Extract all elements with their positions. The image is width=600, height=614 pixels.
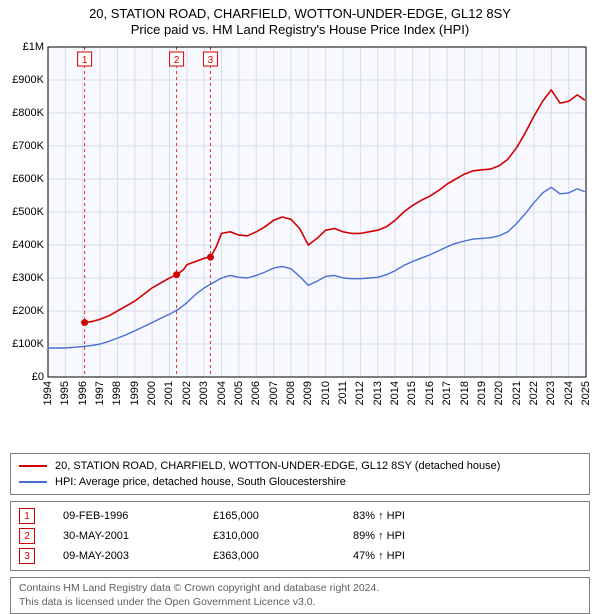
x-tick-label: 2016: [424, 381, 436, 405]
legend-swatch: [19, 465, 47, 467]
x-tick-label: 2001: [163, 381, 175, 405]
x-tick-label: 2020: [493, 381, 505, 405]
x-tick-label: 2006: [250, 381, 262, 405]
x-tick-label: 2012: [354, 381, 366, 405]
chart-plot-region: 1 2 3 £0 £100K £200K £300K £400K £500K £600K £700…: [0, 37, 600, 417]
x-tick-label: 2008: [285, 381, 297, 405]
chart-svg: 1 2 3: [0, 37, 600, 417]
x-tick-label: 2013: [372, 381, 384, 405]
x-tick-label: 2023: [545, 381, 557, 405]
footer-line2: This data is licensed under the Open Gov…: [19, 596, 581, 610]
y-tick-label: £1M: [0, 41, 44, 53]
footer-line1: Contains HM Land Registry data © Crown c…: [19, 582, 581, 596]
sale-price: £310,000: [213, 530, 353, 542]
y-tick-label: £700K: [0, 140, 44, 152]
x-tick-label: 2022: [528, 381, 540, 405]
x-tick-label: 2010: [320, 381, 332, 405]
y-tick-label: £400K: [0, 239, 44, 251]
y-tick-label: £200K: [0, 305, 44, 317]
sales-box: 1 09-FEB-1996£165,00083% ↑ HPI 2 30-MAY-200…: [10, 501, 590, 571]
y-tick-label: £900K: [0, 74, 44, 86]
sale-pct-vs-hpi: 83% ↑ HPI: [353, 510, 405, 522]
x-tick-label: 2021: [511, 381, 523, 405]
sale-marker-icon: 2: [19, 528, 35, 544]
y-tick-label: £100K: [0, 338, 44, 350]
x-tick-label: 2004: [216, 381, 228, 405]
y-tick-label: £500K: [0, 206, 44, 218]
svg-text:1: 1: [82, 55, 88, 66]
x-tick-label: 1995: [59, 381, 71, 405]
sale-date: 09-FEB-1996: [63, 510, 213, 522]
x-tick-label: 2000: [146, 381, 158, 405]
x-tick-label: 1998: [111, 381, 123, 405]
sale-marker-icon: 3: [19, 548, 35, 564]
x-tick-label: 2009: [302, 381, 314, 405]
sale-pct-vs-hpi: 89% ↑ HPI: [353, 530, 405, 542]
legend-row: 20, STATION ROAD, CHARFIELD, WOTTON-UNDE…: [19, 458, 581, 474]
sale-date: 30-MAY-2001: [63, 530, 213, 542]
x-tick-label: 2005: [233, 381, 245, 405]
y-tick-label: £600K: [0, 173, 44, 185]
y-tick-label: £0: [0, 371, 44, 383]
x-tick-label: 1994: [42, 381, 54, 405]
x-tick-label: 2011: [337, 381, 349, 405]
y-tick-label: £800K: [0, 107, 44, 119]
x-tick-label: 2019: [476, 381, 488, 405]
attribution-footer: Contains HM Land Registry data © Crown c…: [10, 577, 590, 614]
sale-pct-vs-hpi: 47% ↑ HPI: [353, 550, 405, 562]
sale-price: £165,000: [213, 510, 353, 522]
legend-box: 20, STATION ROAD, CHARFIELD, WOTTON-UNDE…: [10, 453, 590, 495]
chart-title-line1: 20, STATION ROAD, CHARFIELD, WOTTON-UNDE…: [0, 6, 600, 21]
legend-row: HPI: Average price, detached house, Sout…: [19, 474, 581, 490]
sale-row: 1 09-FEB-1996£165,00083% ↑ HPI: [19, 506, 581, 526]
x-tick-label: 2024: [563, 381, 575, 405]
x-tick-label: 2018: [459, 381, 471, 405]
sale-date: 09-MAY-2003: [63, 550, 213, 562]
legend-label: HPI: Average price, detached house, Sout…: [55, 476, 346, 488]
x-tick-label: 2003: [198, 381, 210, 405]
sale-price: £363,000: [213, 550, 353, 562]
x-tick-label: 2017: [441, 381, 453, 405]
x-tick-label: 1996: [77, 381, 89, 405]
x-tick-label: 2002: [181, 381, 193, 405]
x-tick-label: 2014: [389, 381, 401, 405]
legend-swatch: [19, 481, 47, 483]
sale-row: 3 09-MAY-2003£363,00047% ↑ HPI: [19, 546, 581, 566]
svg-text:2: 2: [174, 55, 180, 66]
chart-title-block: 20, STATION ROAD, CHARFIELD, WOTTON-UNDE…: [0, 0, 600, 37]
sale-row: 2 30-MAY-2001£310,00089% ↑ HPI: [19, 526, 581, 546]
x-tick-label: 2025: [580, 381, 592, 405]
x-tick-label: 1999: [129, 381, 141, 405]
x-tick-label: 2015: [406, 381, 418, 405]
x-tick-label: 1997: [94, 381, 106, 405]
x-tick-label: 2007: [268, 381, 280, 405]
legend-label: 20, STATION ROAD, CHARFIELD, WOTTON-UNDE…: [55, 460, 500, 472]
sale-marker-icon: 1: [19, 508, 35, 524]
chart-title-line2: Price paid vs. HM Land Registry's House …: [0, 22, 600, 37]
y-tick-label: £300K: [0, 272, 44, 284]
svg-text:3: 3: [208, 55, 214, 66]
